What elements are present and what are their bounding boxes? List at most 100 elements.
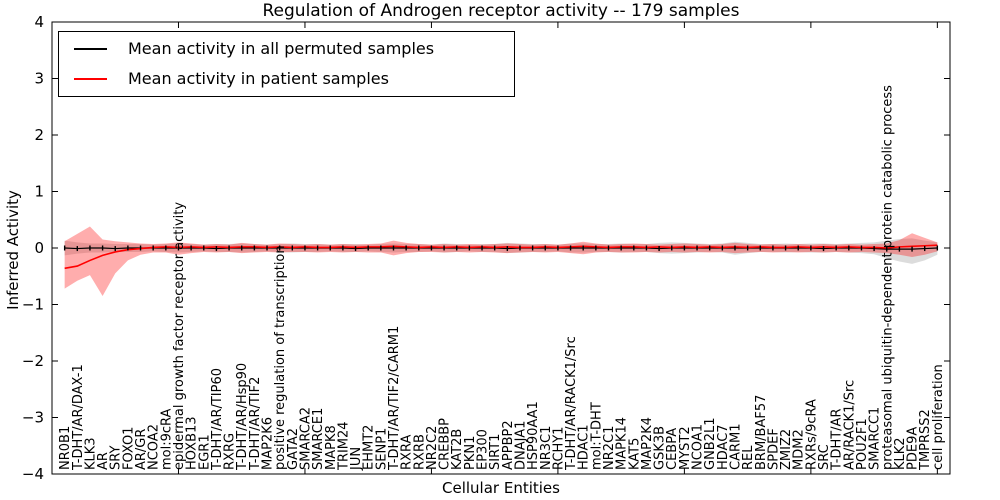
permuted-marker xyxy=(708,245,711,251)
permuted-marker xyxy=(228,245,230,251)
permuted-marker xyxy=(898,246,901,252)
permuted-marker xyxy=(253,245,256,251)
x-tick-label: JUN xyxy=(349,447,364,471)
permuted-marker xyxy=(506,246,509,252)
x-tick-label: HSP90AA1 xyxy=(526,401,541,470)
permuted-marker xyxy=(430,245,433,251)
x-tick-label: SMARCE1 xyxy=(311,408,326,470)
permuted-marker xyxy=(139,245,142,251)
x-tick-label: T-DHT/AR xyxy=(830,409,845,471)
permuted-marker xyxy=(595,245,597,251)
permuted-marker xyxy=(380,245,382,251)
x-tick-label: GNB2L1 xyxy=(703,417,718,470)
permuted-marker xyxy=(215,246,218,252)
permuted-marker xyxy=(76,246,78,252)
permuted-marker xyxy=(671,245,673,251)
permuted-marker xyxy=(607,245,610,251)
x-tick-label: EGR1 xyxy=(197,434,212,470)
permuted-marker xyxy=(89,245,91,251)
x-tick-label: T-DHT/AR/TIF2 xyxy=(248,377,263,471)
x-tick-label: epidermal growth factor receptor activit… xyxy=(172,202,187,470)
x-tick-label: SPDEF xyxy=(766,428,781,470)
permuted-marker xyxy=(443,245,445,251)
x-axis-label: Cellular Entities xyxy=(442,479,560,497)
permuted-marker xyxy=(519,245,521,251)
permuted-marker xyxy=(797,245,799,251)
x-tick-label: cell proliferation xyxy=(931,364,946,470)
permuted-marker xyxy=(165,245,167,251)
permuted-marker xyxy=(241,245,243,251)
permuted-marker xyxy=(203,245,205,251)
x-tick-label: AR/RACK1/Src xyxy=(842,380,857,470)
permuted-marker xyxy=(645,245,648,251)
permuted-marker xyxy=(620,245,622,251)
patient-line xyxy=(64,244,938,270)
x-tick-label: RXRB xyxy=(412,434,427,470)
permuted-marker xyxy=(911,246,913,252)
permuted-marker xyxy=(127,245,129,251)
x-tick-label: PKN1 xyxy=(463,436,478,470)
x-tick-label: NCOA1 xyxy=(691,424,706,470)
permuted-marker xyxy=(392,245,395,251)
x-tick-label: MAPK8 xyxy=(324,425,339,470)
legend-entry-permuted: Mean activity in all permuted samples xyxy=(59,39,514,58)
x-tick-label: RXRs/9cRA xyxy=(804,399,819,470)
legend-entry-patient: Mean activity in patient samples xyxy=(59,69,514,88)
permuted-marker xyxy=(278,245,281,251)
x-tick-label: NCOA2 xyxy=(147,424,162,470)
permuted-marker xyxy=(810,245,812,251)
permuted-marker xyxy=(342,245,344,251)
x-tick-label: HOXB13 xyxy=(185,416,200,470)
x-tick-label: EP300 xyxy=(476,429,491,470)
y-tick-label: 3 xyxy=(34,70,44,88)
x-tick-label: CREBBP xyxy=(438,418,453,470)
permuted-marker xyxy=(784,245,787,251)
permuted-marker xyxy=(734,245,736,251)
permuted-marker xyxy=(266,245,268,251)
x-tick-label: AR xyxy=(96,452,111,470)
permuted-marker xyxy=(860,245,863,251)
x-tick-label: REL xyxy=(741,445,756,470)
y-tick-label: −2 xyxy=(22,352,44,370)
permuted-marker xyxy=(772,245,774,251)
x-tick-label: SIRT1 xyxy=(488,434,503,470)
permuted-marker xyxy=(291,245,294,251)
permuted-marker xyxy=(329,245,331,251)
y-tick-label: 4 xyxy=(34,13,44,31)
y-tick-label: −4 xyxy=(22,465,44,483)
y-tick-label: −1 xyxy=(22,296,44,314)
x-tick-label: BRM/BAF57 xyxy=(754,395,769,470)
x-tick-label: MAPK14 xyxy=(615,417,630,470)
x-tick-label: SMARCA2 xyxy=(298,407,313,470)
permuted-marker xyxy=(531,245,534,251)
x-tick-label: SRY xyxy=(109,446,124,470)
permuted-marker xyxy=(822,246,825,252)
permuted-line xyxy=(64,247,938,250)
x-tick-label: KAT2B xyxy=(450,429,465,470)
x-tick-label: ZMIZ2 xyxy=(779,429,794,470)
x-tick-label: SMARCC1 xyxy=(868,407,883,470)
x-tick-label: MAP2K4 xyxy=(640,417,655,470)
permuted-marker xyxy=(873,246,875,252)
permuted-marker xyxy=(746,245,749,251)
permuted-marker xyxy=(481,245,483,251)
x-tick-label: FOXO1 xyxy=(121,427,136,470)
x-tick-label: MYST2 xyxy=(678,426,693,470)
y-tick-label: 2 xyxy=(34,126,44,144)
permuted-marker xyxy=(886,246,888,252)
x-tick-label: AR/GR xyxy=(134,429,149,470)
permuted-marker xyxy=(468,245,471,251)
x-tick-label: SENP1 xyxy=(374,428,389,470)
x-tick-label: RXRG xyxy=(223,433,238,470)
permuted-marker xyxy=(101,245,104,251)
permuted-marker xyxy=(152,245,154,251)
permuted-marker xyxy=(658,246,660,252)
permuted-band xyxy=(64,238,938,264)
permuted-marker xyxy=(177,245,180,251)
x-tick-label: KLK2 xyxy=(893,437,908,470)
permuted-marker xyxy=(367,245,369,251)
x-tick-label: positive regulation of transcription xyxy=(273,245,288,470)
x-tick-label: POU2F1 xyxy=(855,418,870,470)
x-tick-label: NR2C2 xyxy=(425,426,440,470)
